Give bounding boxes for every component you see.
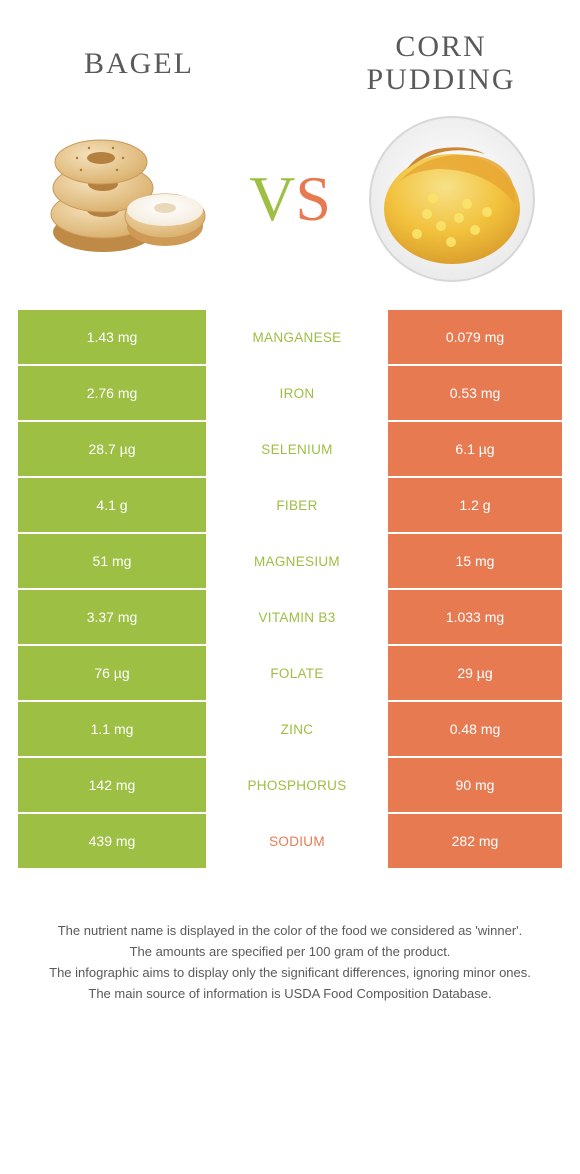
right-value-cell: 6.1 µg xyxy=(388,422,562,476)
note-line-3: The infographic aims to display only the… xyxy=(26,964,554,983)
nutrient-row: 142 mgPhosphorus90 mg xyxy=(18,758,562,812)
nutrient-name-cell: Zinc xyxy=(206,702,388,756)
footer-notes: The nutrient name is displayed in the co… xyxy=(18,922,562,1003)
titles-row: Bagel Corn Pudding xyxy=(18,30,562,114)
note-line-2: The amounts are specified per 100 gram o… xyxy=(26,943,554,962)
left-food-image xyxy=(26,114,230,284)
nutrient-name-cell: Magnesium xyxy=(206,534,388,588)
note-line-1: The nutrient name is displayed in the co… xyxy=(26,922,554,941)
right-value-cell: 15 mg xyxy=(388,534,562,588)
comparison-infographic: Bagel Corn Pudding xyxy=(0,0,580,1025)
left-food-title: Bagel xyxy=(48,47,230,80)
left-value-cell: 2.76 mg xyxy=(18,366,206,420)
right-food-title: Corn Pudding xyxy=(350,30,532,96)
nutrient-name-cell: Selenium xyxy=(206,422,388,476)
nutrient-row: 439 mgSodium282 mg xyxy=(18,814,562,868)
right-value-cell: 0.48 mg xyxy=(388,702,562,756)
right-value-cell: 0.53 mg xyxy=(388,366,562,420)
nutrient-name-cell: Sodium xyxy=(206,814,388,868)
left-value-cell: 1.1 mg xyxy=(18,702,206,756)
right-value-cell: 90 mg xyxy=(388,758,562,812)
right-value-cell: 1.033 mg xyxy=(388,590,562,644)
nutrient-row: 1.43 mgManganese0.079 mg xyxy=(18,310,562,364)
left-value-cell: 76 µg xyxy=(18,646,206,700)
nutrient-name-cell: Iron xyxy=(206,366,388,420)
left-value-cell: 142 mg xyxy=(18,758,206,812)
right-food-image xyxy=(350,114,554,284)
nutrient-name-cell: Manganese xyxy=(206,310,388,364)
nutrient-row: 1.1 mgZinc0.48 mg xyxy=(18,702,562,756)
vs-v: V xyxy=(249,163,295,234)
right-value-cell: 1.2 g xyxy=(388,478,562,532)
right-value-cell: 29 µg xyxy=(388,646,562,700)
left-value-cell: 51 mg xyxy=(18,534,206,588)
hero-row: VS xyxy=(18,114,562,310)
nutrient-name-cell: Phosphorus xyxy=(206,758,388,812)
corn-pudding-icon xyxy=(367,114,537,284)
note-line-4: The main source of information is USDA F… xyxy=(26,985,554,1004)
left-value-cell: 439 mg xyxy=(18,814,206,868)
bagel-icon xyxy=(43,114,213,284)
nutrient-name-cell: Fiber xyxy=(206,478,388,532)
vs-label: VS xyxy=(230,167,350,231)
vs-s: S xyxy=(295,163,331,234)
left-value-cell: 1.43 mg xyxy=(18,310,206,364)
nutrient-name-cell: Vitamin B3 xyxy=(206,590,388,644)
left-value-cell: 28.7 µg xyxy=(18,422,206,476)
nutrient-row: 4.1 gFiber1.2 g xyxy=(18,478,562,532)
nutrient-row: 3.37 mgVitamin B31.033 mg xyxy=(18,590,562,644)
right-value-cell: 0.079 mg xyxy=(388,310,562,364)
nutrient-row: 76 µgFolate29 µg xyxy=(18,646,562,700)
nutrient-table: 1.43 mgManganese0.079 mg2.76 mgIron0.53 … xyxy=(18,310,562,868)
right-value-cell: 282 mg xyxy=(388,814,562,868)
nutrient-row: 28.7 µgSelenium6.1 µg xyxy=(18,422,562,476)
nutrient-row: 51 mgMagnesium15 mg xyxy=(18,534,562,588)
nutrient-name-cell: Folate xyxy=(206,646,388,700)
left-value-cell: 3.37 mg xyxy=(18,590,206,644)
left-value-cell: 4.1 g xyxy=(18,478,206,532)
nutrient-row: 2.76 mgIron0.53 mg xyxy=(18,366,562,420)
